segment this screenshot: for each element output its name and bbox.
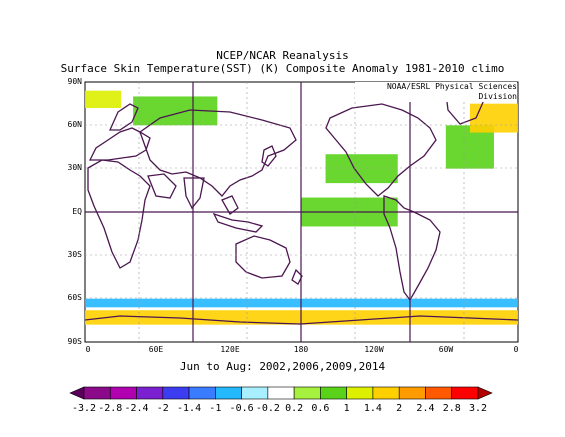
colorbar-bin [188, 386, 216, 400]
anomaly-region [85, 90, 122, 108]
chart-subtitle: Surface Skin Temperature(SST) (K) Compos… [60, 62, 505, 75]
colorbar-tick-label: 1.4 [363, 403, 382, 414]
asia-outline [139, 109, 297, 197]
india-outline [183, 177, 205, 210]
colorbar-tick-label: 1 [343, 403, 350, 414]
colorbar-bin [162, 386, 190, 400]
lon-label: 0 [85, 345, 91, 354]
date-subtitle: Jun to Aug: 2002,2006,2009,2014 [179, 360, 386, 373]
antarctica-outline [84, 315, 519, 325]
colorbar-bin [267, 386, 295, 400]
africa-outline [87, 159, 151, 269]
colorbar-bin [320, 386, 347, 400]
colorbar-tick-label: -1.4 [177, 403, 202, 414]
minor-grid [85, 82, 518, 342]
colorbar [69, 386, 493, 400]
scandinavia-outline [108, 103, 139, 131]
colorbar-tick-label: -0.2 [255, 403, 280, 414]
lon-label: 0 [513, 345, 519, 354]
lat-label: 90N [67, 77, 82, 86]
japan-outline [261, 145, 277, 167]
lon-label: 120W [364, 345, 384, 354]
lat-label: 60N [67, 120, 82, 129]
major-grid [85, 82, 518, 342]
colorbar-bin [451, 386, 479, 400]
newzealand-outline [291, 268, 303, 285]
lat-label: 60S [67, 293, 82, 302]
colorbar-bin [346, 386, 374, 400]
colorbar-tick-label: 2.4 [416, 403, 435, 414]
colorbar-max-arrow [477, 386, 493, 400]
lat-label: 30S [67, 250, 82, 259]
lat-label: 90S [67, 337, 82, 346]
australia-outline [235, 235, 291, 279]
colorbar-tick-label: 3.2 [468, 403, 488, 414]
colorbar-bin [136, 386, 164, 400]
colorbar-tick-label: -1 [209, 403, 222, 414]
colorbar-bin [372, 386, 400, 400]
colorbar-bin [109, 386, 137, 400]
colorbar-tick-label: -2 [156, 403, 169, 414]
indonesia-outline [212, 212, 264, 233]
europe-outline [88, 127, 151, 161]
arabia-outline [147, 173, 177, 199]
colorbar-tick-label: 0.2 [285, 403, 304, 414]
credit-label: NOAA/ESRL Physical Sciences Division [355, 82, 517, 102]
lat-label: EQ [72, 207, 82, 216]
colorbar-min-arrow [69, 386, 85, 400]
chart-title: NCEP/NCAR Reanalysis [216, 49, 349, 62]
colorbar-bin [241, 386, 269, 400]
coastlines [84, 89, 519, 325]
colorbar-tick-label: 2.8 [442, 403, 461, 414]
anomaly-region [469, 103, 518, 133]
north-america-outline [325, 103, 437, 197]
colorbar-bin [425, 386, 453, 400]
colorbar-bin [215, 386, 242, 400]
lon-label: 60W [438, 345, 454, 354]
south-america-outline [383, 195, 441, 302]
lon-label: 180 [293, 345, 309, 354]
lon-label: 120E [220, 345, 240, 354]
colorbar-tick-label: 0.6 [311, 403, 330, 414]
colorbar-tick-label: -0.6 [229, 403, 254, 414]
colorbar-tick-label: -3.2 [71, 403, 97, 414]
lon-label: 60E [148, 345, 164, 354]
colorbar-tick-label: -2.4 [124, 403, 149, 414]
colorbar-bin [83, 386, 111, 400]
colorbar-bin [398, 386, 426, 400]
colorbar-bin [293, 386, 321, 400]
lat-label: 30N [67, 163, 82, 172]
colorbar-tick-label: -2.8 [98, 403, 123, 414]
colorbar-tick-label: 2 [396, 403, 403, 414]
indochina-outline [221, 195, 239, 215]
